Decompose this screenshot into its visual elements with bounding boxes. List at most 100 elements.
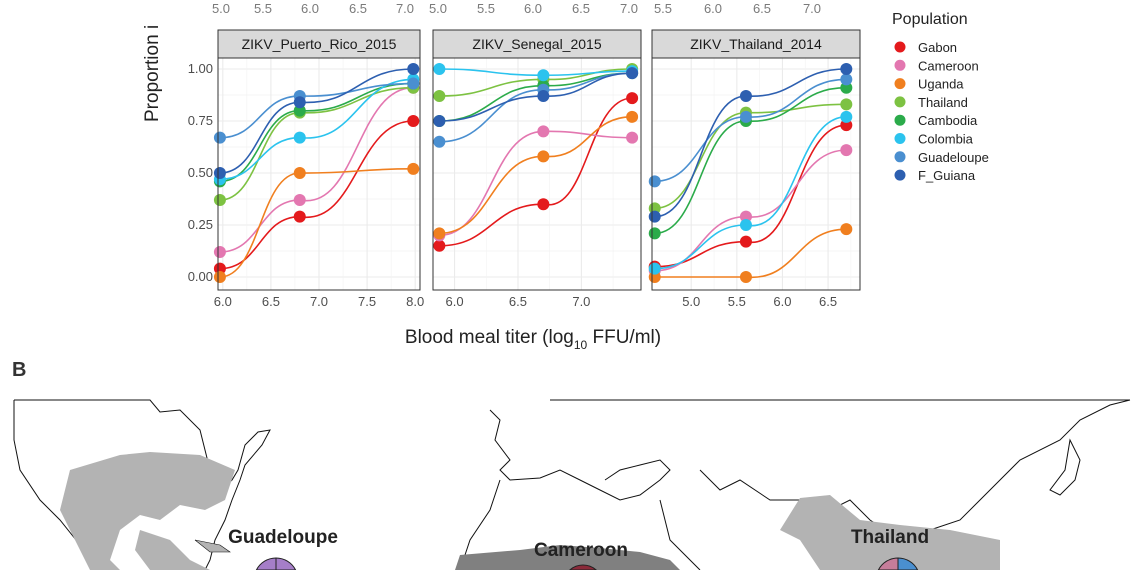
data-point-colombia bbox=[537, 69, 550, 82]
data-point-guadeloupe bbox=[433, 135, 446, 148]
data-point-gabon bbox=[407, 115, 420, 127]
data-point-colombia bbox=[840, 110, 853, 123]
top-tick-label: 6.5 bbox=[572, 1, 590, 16]
panel-border bbox=[651, 57, 861, 291]
pie-guadeloupe bbox=[255, 557, 297, 570]
legend-key-f_guiana bbox=[894, 169, 906, 181]
data-point-cameroon bbox=[537, 125, 550, 138]
panel-border bbox=[432, 57, 642, 291]
panel-border bbox=[217, 57, 421, 291]
top-tick-label: 5.5 bbox=[654, 1, 672, 16]
data-point-uganda bbox=[213, 271, 226, 283]
central-america-range bbox=[135, 530, 210, 570]
x-tick-label: 6.0 bbox=[773, 294, 791, 309]
x-tick-label: 7.0 bbox=[572, 294, 590, 309]
panel-1: ZIKV_Puerto_Rico_2015 6.0 6.5 7.0 7.5 8.0 0.00… bbox=[188, 29, 424, 309]
top-tick-label: 5.0 bbox=[429, 1, 447, 16]
world-map: Guadeloupe Cameroon Thailand bbox=[13, 399, 1131, 570]
data-point-cambodia bbox=[840, 81, 853, 94]
x-axis-label: Blood meal titer (log10 FFU/ml) bbox=[405, 327, 661, 352]
data-point-f_guiana bbox=[626, 67, 639, 80]
legend-label: Thailand bbox=[918, 95, 968, 110]
x-tick-label: 7.0 bbox=[310, 294, 328, 309]
data-point-gabon bbox=[433, 239, 446, 252]
panel-2: ZIKV_Senegal_2015 6.0 6.5 7.0 bbox=[432, 29, 642, 309]
legend-key-gabon bbox=[894, 41, 906, 53]
data-point-gabon bbox=[739, 235, 752, 248]
legend-key-colombia bbox=[894, 133, 906, 144]
y-tick-label: 0.25 bbox=[188, 217, 213, 232]
data-point-colombia bbox=[293, 131, 306, 144]
data-point-f_guiana bbox=[213, 167, 226, 179]
europe-coastline bbox=[489, 409, 671, 501]
top-tick-label: 6.5 bbox=[753, 1, 771, 16]
data-point-guadeloupe bbox=[648, 175, 661, 188]
panel-strip bbox=[432, 29, 642, 59]
data-point-f_guiana bbox=[840, 63, 853, 75]
x-tick-label: 6.5 bbox=[509, 294, 527, 309]
top-tick-label: 7.0 bbox=[803, 1, 821, 16]
plot-background bbox=[433, 58, 641, 290]
data-point-cameroon bbox=[739, 210, 752, 223]
legend-key-guadeloupe bbox=[894, 151, 906, 163]
data-point-cameroon bbox=[293, 194, 306, 207]
x-tick-label: 6.0 bbox=[446, 294, 464, 309]
legend: Population Gabon Cameroon Uganda Thailand Ca… bbox=[892, 11, 989, 183]
data-point-thailand bbox=[213, 194, 226, 207]
y-tick-label: 0.00 bbox=[188, 269, 213, 284]
legend-title: Population bbox=[892, 11, 968, 28]
data-point-uganda bbox=[537, 150, 550, 163]
data-point-f_guiana bbox=[407, 63, 420, 75]
data-point-cameroon bbox=[626, 131, 639, 144]
y-tick-label: 0.75 bbox=[188, 113, 213, 128]
panel-strip bbox=[217, 29, 421, 59]
x-tick-label: 6.5 bbox=[819, 294, 837, 309]
y-tick-label: 0.50 bbox=[188, 165, 213, 180]
legend-key-cameroon bbox=[894, 59, 906, 71]
data-point-uganda bbox=[293, 167, 306, 179]
legend-key-uganda bbox=[894, 78, 906, 90]
x-tick-label: 6.0 bbox=[214, 294, 232, 309]
data-point-cambodia bbox=[293, 104, 306, 117]
plot-background bbox=[652, 58, 860, 290]
fit-curve-gabon bbox=[654, 124, 847, 268]
legend-key-thailand bbox=[894, 96, 906, 108]
panel-title: ZIKV_Puerto_Rico_2015 bbox=[242, 36, 397, 52]
x-tick-label: 8.0 bbox=[406, 294, 424, 309]
top-tick-label: 7.0 bbox=[620, 1, 638, 16]
data-point-uganda bbox=[626, 110, 639, 123]
data-point-f_guiana bbox=[648, 210, 661, 223]
data-point-guadeloupe bbox=[213, 131, 226, 144]
data-point-uganda bbox=[739, 271, 752, 283]
japan-coastline bbox=[1049, 438, 1081, 496]
y-tick-label: 1.00 bbox=[188, 61, 213, 76]
caribbean-islands bbox=[194, 539, 231, 553]
top-tick-label: 6.0 bbox=[704, 1, 722, 16]
panel-title: ZIKV_Thailand_2014 bbox=[690, 36, 822, 52]
data-point-f_guiana bbox=[433, 115, 446, 127]
data-point-gabon bbox=[840, 119, 853, 132]
top-axis-ticks: 5.0 5.5 6.0 6.5 7.0 5.0 5.5 6.0 6.5 7.0 5.5 6.0 6.5 7… bbox=[212, 1, 821, 16]
legend-key-cambodia bbox=[894, 114, 906, 126]
top-tick-label: 5.5 bbox=[477, 1, 495, 16]
panel-title: ZIKV_Senegal_2015 bbox=[472, 36, 601, 52]
data-point-gabon bbox=[293, 210, 306, 223]
north-america-coastline bbox=[14, 399, 271, 570]
facet-panels: ZIKV_Puerto_Rico_2015 6.0 6.5 7.0 7.5 8.0 0.00… bbox=[188, 29, 861, 309]
data-point-guadeloupe bbox=[407, 77, 420, 90]
top-tick-label: 6.0 bbox=[301, 1, 319, 16]
data-point-guadeloupe bbox=[840, 73, 853, 86]
map-label-thailand: Thailand bbox=[851, 527, 929, 548]
panel-b-label: B bbox=[12, 359, 26, 381]
asia-range bbox=[780, 495, 1000, 570]
top-tick-label: 7.0 bbox=[396, 1, 414, 16]
data-point-colombia bbox=[739, 219, 752, 231]
legend-label: Uganda bbox=[918, 77, 964, 92]
panel-strip bbox=[651, 29, 861, 59]
data-point-gabon bbox=[213, 262, 226, 275]
data-point-uganda bbox=[407, 162, 420, 175]
top-tick-label: 6.0 bbox=[524, 1, 542, 16]
legend-label: Guadeloupe bbox=[918, 150, 989, 165]
data-point-f_guiana bbox=[293, 96, 306, 109]
